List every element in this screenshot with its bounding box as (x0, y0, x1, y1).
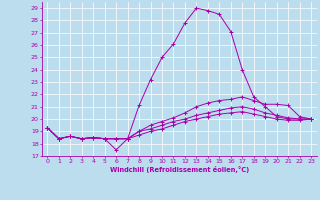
X-axis label: Windchill (Refroidissement éolien,°C): Windchill (Refroidissement éolien,°C) (109, 166, 249, 173)
